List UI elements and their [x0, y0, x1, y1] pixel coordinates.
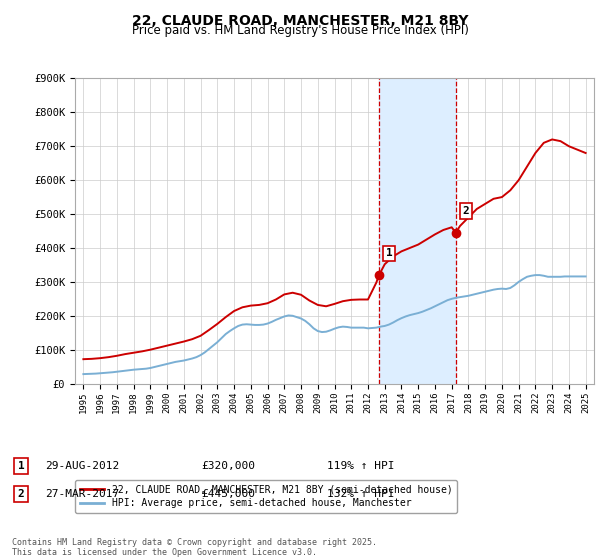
Legend: 22, CLAUDE ROAD, MANCHESTER, M21 8BY (semi-detached house), HPI: Average price, : 22, CLAUDE ROAD, MANCHESTER, M21 8BY (se… [74, 480, 457, 513]
Text: Contains HM Land Registry data © Crown copyright and database right 2025.
This d: Contains HM Land Registry data © Crown c… [12, 538, 377, 557]
Text: 119% ↑ HPI: 119% ↑ HPI [327, 461, 395, 471]
Bar [379, 78, 456, 384]
Text: Price paid vs. HM Land Registry's House Price Index (HPI): Price paid vs. HM Land Registry's House … [131, 24, 469, 37]
Text: 27-MAR-2017: 27-MAR-2017 [45, 489, 119, 499]
Text: 132% ↑ HPI: 132% ↑ HPI [327, 489, 395, 499]
Text: 22, CLAUDE ROAD, MANCHESTER, M21 8BY: 22, CLAUDE ROAD, MANCHESTER, M21 8BY [132, 14, 468, 28]
Text: £445,000: £445,000 [201, 489, 255, 499]
Text: 1: 1 [386, 249, 392, 258]
Text: £320,000: £320,000 [201, 461, 255, 471]
Text: 2: 2 [17, 489, 25, 499]
Text: 2: 2 [463, 206, 469, 216]
Text: 1: 1 [17, 461, 25, 471]
Text: 29-AUG-2012: 29-AUG-2012 [45, 461, 119, 471]
